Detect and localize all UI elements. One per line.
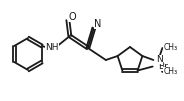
Text: Br: Br [158,62,168,71]
Text: N: N [156,55,163,64]
Text: CH₃: CH₃ [163,67,177,76]
Text: CH₃: CH₃ [163,44,177,53]
Text: N: N [94,19,102,29]
Text: NH: NH [45,43,59,52]
Text: O: O [68,12,76,22]
